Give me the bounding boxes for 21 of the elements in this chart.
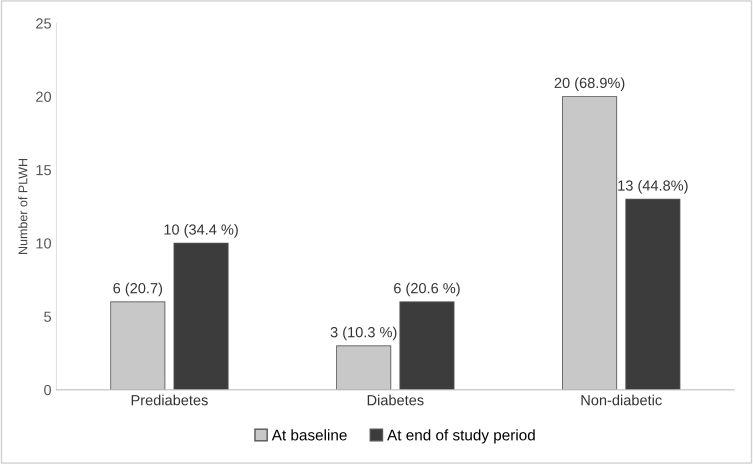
y-axis-title: Number of PLWH — [18, 158, 28, 254]
data-label: 10 (34.4 %) — [164, 224, 238, 238]
x-tick-label: Diabetes — [368, 394, 424, 406]
data-label: 3 (10.3 %) — [330, 326, 396, 340]
data-label: 6 (20.6 %) — [394, 282, 460, 296]
x-tick-label: Prediabetes — [132, 394, 208, 406]
y-tick-label: 0 — [44, 384, 52, 396]
bar — [174, 242, 229, 390]
y-tick-label: 15 — [36, 165, 52, 176]
bar — [399, 301, 454, 390]
data-label: 6 (20.7) — [113, 282, 162, 296]
y-tick-label: 5 — [44, 312, 52, 322]
y-tick-label: 10 — [36, 238, 52, 249]
data-label: 20 (68.9%) — [554, 77, 624, 91]
bar — [625, 198, 680, 390]
data-label: 13 (44.8%) — [618, 180, 688, 194]
y-tick-label: 25 — [36, 18, 52, 29]
legend-label: At baseline — [272, 429, 347, 440]
x-tick-label: Non-diabetic — [581, 394, 662, 406]
legend-label: At end of study period — [387, 429, 535, 444]
y-tick-label: 20 — [36, 92, 52, 102]
